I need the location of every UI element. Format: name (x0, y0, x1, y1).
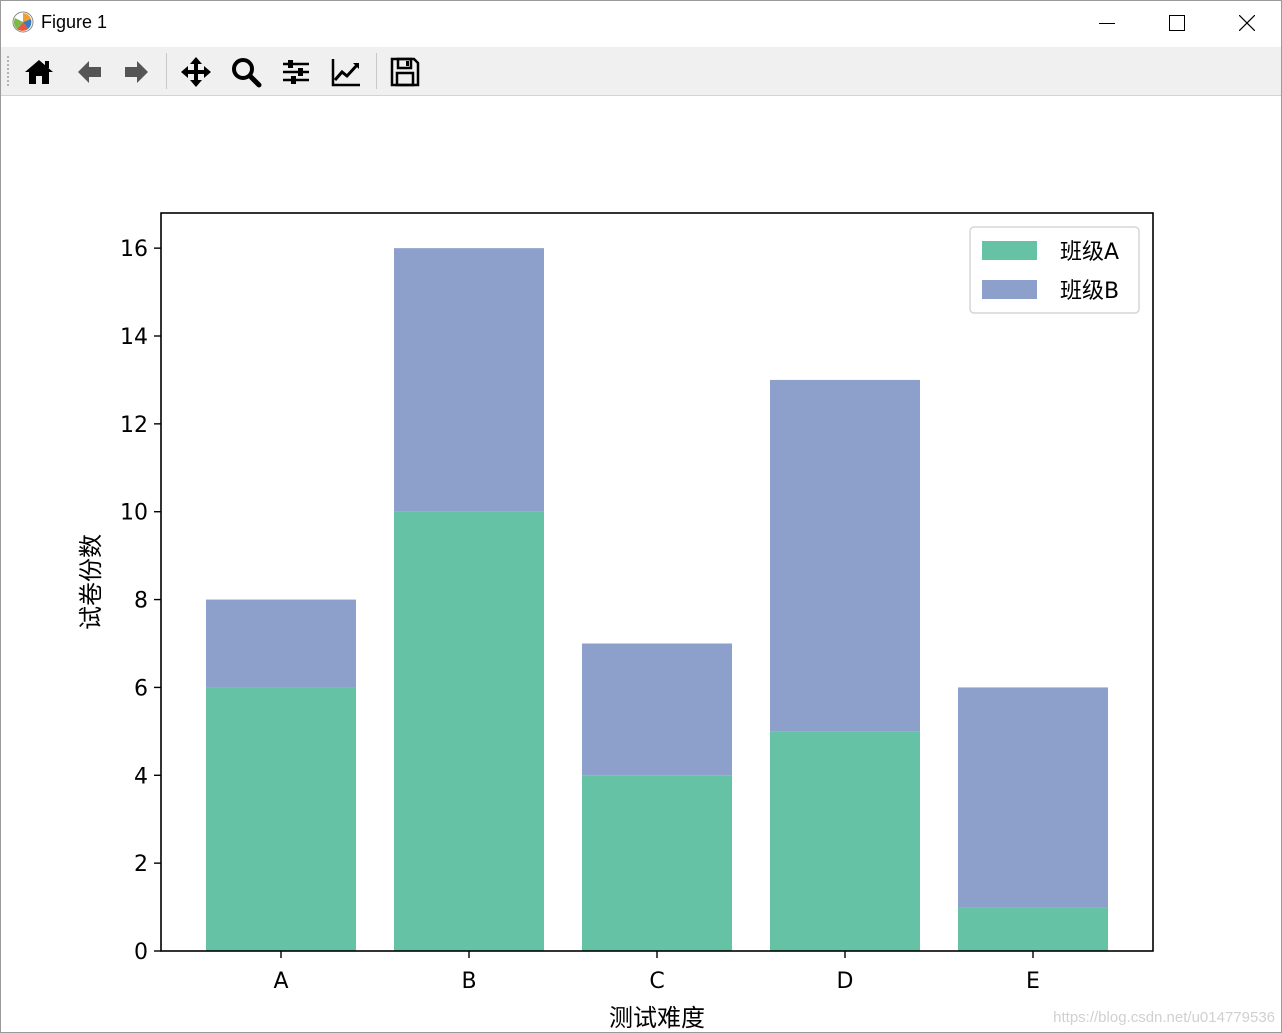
x-axis-label: 测试难度 (609, 1004, 705, 1032)
x-tick-label: E (1026, 969, 1040, 994)
pan-icon (181, 57, 211, 87)
back-icon (78, 61, 101, 83)
y-tick-label: 14 (120, 325, 148, 350)
toolbar-separator (166, 53, 167, 89)
zoom-icon (232, 58, 262, 88)
bar-chart: 0 2 4 6 8 10 12 14 16 A B C D E 测试难度 试卷份数 班级A 班级B (77, 212, 1154, 1032)
y-axis-ticks: 0 2 4 6 8 10 12 14 16 (120, 237, 161, 965)
customize-button[interactable] (327, 53, 365, 91)
minimize-icon (1099, 23, 1115, 24)
x-tick-label: D (837, 969, 854, 994)
bar-B-series-1 (394, 511, 544, 951)
bar-A-series-2 (206, 599, 356, 688)
x-tick-label: A (273, 969, 288, 994)
save-button[interactable] (386, 53, 424, 91)
bar-D-series-2 (770, 379, 920, 732)
forward-button[interactable] (118, 53, 156, 91)
y-axis-label: 试卷份数 (77, 534, 105, 630)
maximize-button[interactable] (1142, 1, 1212, 45)
x-tick-label: C (649, 969, 664, 994)
legend-swatch (982, 241, 1037, 260)
forward-icon (125, 61, 148, 83)
legend-swatch (982, 280, 1037, 299)
toolbar-grip (6, 55, 10, 87)
bar-E-series-2 (958, 687, 1108, 908)
legend-label: 班级B (1060, 279, 1119, 304)
bar-A-series-1 (206, 687, 356, 951)
y-tick-label: 8 (134, 589, 148, 614)
back-button[interactable] (70, 53, 108, 91)
bar-D-series-1 (770, 731, 920, 951)
y-tick-label: 2 (134, 852, 148, 877)
legend-label: 班级A (1060, 240, 1119, 265)
close-button[interactable] (1212, 1, 1282, 45)
y-tick-label: 6 (134, 676, 148, 701)
subplots-icon (283, 60, 309, 84)
title-bar: Figure 1 (1, 1, 1281, 45)
x-axis-ticks: A B C D E (273, 951, 1040, 994)
bar-B-series-2 (394, 248, 544, 512)
bar-C-series-2 (582, 643, 732, 776)
bar-E-series-1 (958, 907, 1108, 951)
home-icon (25, 60, 53, 84)
navigation-toolbar (1, 47, 1281, 96)
matplotlib-logo-icon (12, 11, 34, 33)
y-tick-label: 10 (120, 501, 148, 526)
watermark: https://blog.csdn.net/u014779536 (1053, 1009, 1275, 1026)
close-icon (1239, 15, 1255, 31)
y-tick-label: 0 (134, 940, 148, 965)
x-tick-label: B (461, 969, 476, 994)
save-icon (390, 57, 420, 87)
y-tick-label: 12 (120, 413, 148, 438)
bar-C-series-1 (582, 775, 732, 951)
toolbar-separator (376, 53, 377, 89)
zoom-button[interactable] (227, 53, 265, 91)
minimize-button[interactable] (1072, 1, 1142, 45)
home-button[interactable] (20, 53, 58, 91)
axes-edit-icon (331, 59, 360, 87)
pan-button[interactable] (177, 53, 215, 91)
maximize-icon (1169, 15, 1185, 31)
subplots-button[interactable] (277, 53, 315, 91)
y-tick-label: 16 (120, 237, 148, 262)
window-title: Figure 1 (41, 12, 108, 32)
y-tick-label: 4 (134, 764, 148, 789)
chart-legend: 班级A 班级B (969, 226, 1140, 314)
bars-layer (206, 248, 1108, 951)
